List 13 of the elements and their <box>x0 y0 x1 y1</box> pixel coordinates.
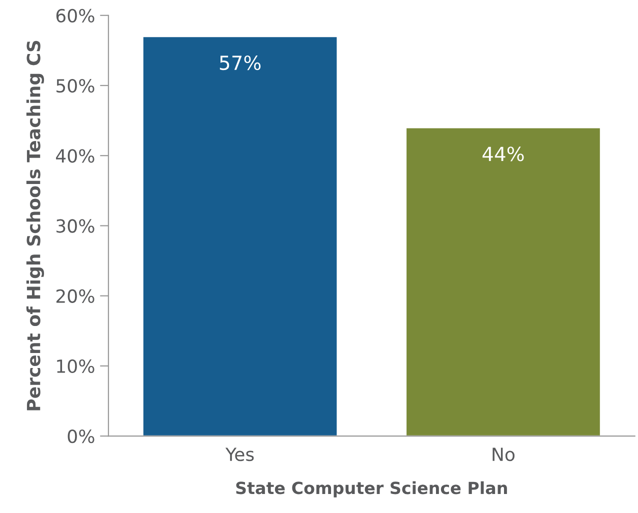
y-tick-label: 0% <box>68 430 94 444</box>
data-label: 44% <box>482 146 524 162</box>
y-tick-label: 10% <box>57 359 94 374</box>
y-tick-label: 20% <box>56 289 94 303</box>
data-label: 57% <box>220 55 261 70</box>
x-tick-label: Yes <box>225 448 254 462</box>
y-tick-label: 60% <box>56 8 94 23</box>
y-tick-label: 50% <box>56 78 94 93</box>
x-tick-label: No <box>492 448 515 462</box>
y-tick-label: 30% <box>56 219 94 233</box>
x-axis-title: State Computer Science Plan <box>236 481 507 498</box>
y-axis-title: Percent of High Schools Teaching CS <box>26 40 44 410</box>
y-tick-label: 40% <box>56 149 94 163</box>
